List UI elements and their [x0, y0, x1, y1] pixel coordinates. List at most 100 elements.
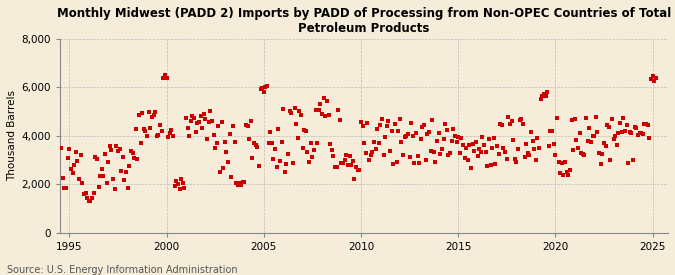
Point	[278, 107, 289, 111]
Point	[558, 173, 569, 178]
Point	[401, 134, 412, 138]
Point	[479, 142, 489, 147]
Point	[425, 149, 436, 153]
Point	[637, 132, 648, 136]
Point	[210, 145, 221, 150]
Point	[393, 129, 404, 133]
Point	[378, 152, 389, 157]
Point	[197, 126, 208, 131]
Point	[155, 123, 165, 127]
Point	[312, 141, 323, 145]
Point	[641, 122, 651, 126]
Point	[396, 139, 407, 144]
Point	[500, 150, 510, 154]
Point	[302, 150, 313, 155]
Point	[221, 150, 232, 154]
Point	[464, 142, 475, 147]
Point	[143, 110, 154, 114]
Point	[117, 154, 128, 159]
Point	[506, 119, 517, 123]
Point	[279, 170, 290, 175]
Point	[57, 176, 68, 180]
Point	[234, 181, 245, 185]
Point	[271, 165, 282, 170]
Point	[207, 119, 217, 123]
Point	[621, 123, 632, 127]
Point	[100, 152, 111, 156]
Point	[563, 173, 574, 178]
Point	[375, 123, 386, 127]
Point	[157, 128, 167, 133]
Point	[511, 160, 522, 164]
Point	[262, 84, 273, 88]
Point	[153, 133, 164, 137]
Point	[560, 160, 570, 164]
Point	[72, 158, 83, 163]
Point	[362, 121, 373, 125]
Point	[340, 158, 350, 162]
Point	[451, 139, 462, 144]
Point	[299, 128, 310, 132]
Point	[412, 153, 423, 158]
Point	[383, 119, 394, 123]
Point	[543, 144, 554, 148]
Point	[336, 161, 347, 166]
Point	[82, 196, 92, 200]
Point	[267, 141, 277, 146]
Point	[186, 119, 196, 124]
Point	[325, 141, 335, 146]
Point	[134, 113, 144, 117]
Point	[392, 160, 402, 164]
Point	[437, 147, 448, 151]
Point	[495, 121, 506, 126]
Point	[624, 130, 635, 134]
Point	[502, 156, 512, 161]
Point	[65, 166, 76, 171]
Point	[564, 167, 575, 172]
Point	[227, 124, 238, 128]
Point	[246, 119, 256, 123]
Point	[62, 156, 73, 160]
Point	[579, 153, 590, 158]
Point	[178, 181, 188, 185]
Point	[504, 122, 515, 127]
Point	[352, 168, 363, 173]
Point	[520, 142, 531, 147]
Point	[321, 99, 332, 103]
Point	[577, 152, 588, 156]
Point	[305, 141, 316, 145]
Point	[190, 130, 201, 134]
Point	[259, 90, 269, 94]
Point	[224, 132, 235, 136]
Point	[629, 125, 640, 129]
Point	[414, 161, 425, 166]
Point	[148, 112, 159, 117]
Point	[351, 165, 362, 169]
Point	[534, 146, 545, 150]
Point	[527, 139, 538, 144]
Point	[219, 140, 230, 144]
Point	[490, 162, 501, 166]
Point	[529, 147, 539, 151]
Point	[182, 125, 193, 130]
Point	[574, 131, 585, 136]
Point	[591, 115, 601, 120]
Point	[194, 120, 205, 125]
Point	[514, 118, 525, 122]
Point	[315, 101, 326, 106]
Point	[137, 111, 148, 116]
Point	[124, 164, 135, 169]
Point	[593, 151, 604, 155]
Point	[601, 123, 612, 128]
Point	[631, 125, 642, 130]
Point	[142, 134, 153, 138]
Point	[223, 160, 234, 164]
Point	[195, 114, 206, 119]
Point	[539, 91, 549, 96]
Point	[545, 129, 556, 133]
Point	[248, 141, 259, 145]
Point	[474, 147, 485, 152]
Point	[276, 140, 287, 144]
Point	[127, 151, 138, 155]
Point	[166, 127, 177, 132]
